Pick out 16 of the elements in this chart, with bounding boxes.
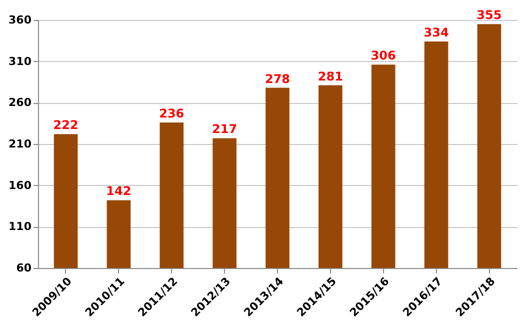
y-tick-label: 60 [16,262,32,274]
data-label: 334 [424,25,449,40]
y-tick-label: 260 [8,96,32,110]
y-tick-label: 160 [8,178,32,192]
data-label: 281 [318,69,343,84]
data-label: 222 [53,118,78,132]
data-label: 217 [212,122,238,136]
y-tick-label: 360 [8,14,32,26]
data-label: 306 [370,48,396,63]
y-tick-label: 110 [8,220,32,234]
data-label: 355 [476,8,502,22]
y-tick-label: 310 [8,54,32,68]
data-label: 142 [106,184,132,198]
data-label: 278 [264,72,290,86]
data-label: 236 [159,106,184,121]
y-tick-label: 210 [8,138,32,150]
